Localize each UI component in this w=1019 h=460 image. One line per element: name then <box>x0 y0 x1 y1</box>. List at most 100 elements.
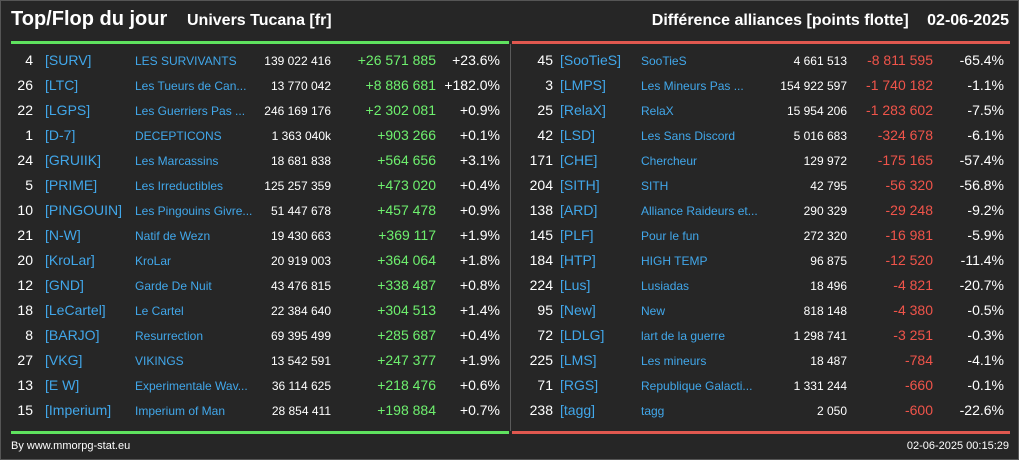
alliance-tag-link[interactable]: [LeCartel] <box>45 302 106 318</box>
alliance-name-link[interactable]: Les Pingouins Givre... <box>135 204 253 218</box>
alliance-name-link[interactable]: Chercheur <box>641 154 698 168</box>
points-cell: 2 050 <box>816 404 847 418</box>
rank-cell: 224 <box>529 277 553 293</box>
alliance-name-link[interactable]: RelaX <box>641 104 674 118</box>
alliance-tag-link[interactable]: [Imperium] <box>45 402 112 418</box>
alliance-tag-link[interactable]: [LMS] <box>560 352 597 368</box>
alliance-tag-link[interactable]: [tagg] <box>560 402 596 418</box>
alliance-tag-link[interactable]: [RelaX] <box>560 102 606 118</box>
alliance-tag-link[interactable]: [LDLG] <box>560 327 605 343</box>
points-cell: 246 169 176 <box>264 104 331 118</box>
diff-cell: +26 571 885 <box>357 52 436 68</box>
alliance-name-link[interactable]: Natif de Wezn <box>135 229 211 243</box>
points-cell: 129 972 <box>803 154 847 168</box>
alliance-name-link[interactable]: LES SURVIVANTS <box>135 54 237 68</box>
alliance-name-link[interactable]: Resurrection <box>135 329 204 343</box>
alliance-tag-link[interactable]: [PRIME] <box>45 177 98 193</box>
points-cell: 36 114 625 <box>271 379 331 393</box>
alliance-name-link[interactable]: Republique Galacti... <box>641 379 753 393</box>
rank-cell: 171 <box>529 152 553 168</box>
alliance-tag-link[interactable]: [Lus] <box>560 277 591 293</box>
alliance-tag-link[interactable]: [SITH] <box>560 177 600 193</box>
alliance-tag-link[interactable]: [ARD] <box>560 202 598 218</box>
percent-cell: +1.4% <box>459 302 500 318</box>
top-accent-line <box>11 41 509 44</box>
alliance-name-link[interactable]: DECEPTICONS <box>135 129 222 143</box>
flop-row: 71 [RGS] Republique Galacti... 1 331 244 -66… <box>511 374 1018 399</box>
rank-cell: 22 <box>17 102 33 118</box>
alliance-tag-link[interactable]: [LTC] <box>45 77 79 93</box>
rank-cell: 10 <box>17 202 33 218</box>
rank-cell: 95 <box>537 302 553 318</box>
alliance-tag-link[interactable]: [LMPS] <box>560 77 606 93</box>
alliance-name-link[interactable]: Les Guerriers Pas ... <box>135 104 246 118</box>
alliance-name-link[interactable]: Alliance Raideurs et... <box>641 204 758 218</box>
diff-cell: +8 886 681 <box>365 77 436 93</box>
diff-cell: -29 248 <box>885 202 933 218</box>
alliance-tag-link[interactable]: [New] <box>560 302 596 318</box>
flop-row: 171 [CHE] Chercheur 129 972 -175 165 -57.4% <box>511 149 1018 174</box>
diff-cell: -1 740 182 <box>866 77 933 93</box>
flop-list: 45 [SooTieS] SooTieS 4 661 513 -8 811 595 -65… <box>511 49 1018 424</box>
top-row: 21 [N-W] Natif de Wezn 19 430 663 +369 117 +1… <box>1 224 510 249</box>
alliance-tag-link[interactable]: [N-W] <box>45 227 81 243</box>
alliance-tag-link[interactable]: [CHE] <box>560 152 598 168</box>
alliance-name-link[interactable]: Garde De Nuit <box>135 279 212 293</box>
alliance-tag-link[interactable]: [SooTieS] <box>560 52 621 68</box>
alliance-tag-link[interactable]: [LGPS] <box>45 102 91 118</box>
alliance-tag-link[interactable]: [RGS] <box>560 377 599 393</box>
rank-cell: 238 <box>529 402 553 418</box>
percent-cell: +0.7% <box>459 402 500 418</box>
points-cell: 5 016 683 <box>793 129 847 143</box>
top-row: 15 [Imperium] Imperium of Man 28 854 411 +19… <box>1 399 510 424</box>
diff-cell: -660 <box>904 377 933 393</box>
alliance-tag-link[interactable]: [E W] <box>45 377 80 393</box>
alliance-name-link[interactable]: Imperium of Man <box>135 404 226 418</box>
flop-row: 25 [RelaX] RelaX 15 954 206 -1 283 602 -7.5% <box>511 99 1018 124</box>
alliance-name-link[interactable]: SooTieS <box>641 54 687 68</box>
alliance-name-link[interactable]: VIKINGS <box>135 354 184 368</box>
percent-cell: -22.6% <box>959 402 1004 418</box>
alliance-name-link[interactable]: tagg <box>641 404 665 418</box>
alliance-name-link[interactable]: SITH <box>641 179 669 193</box>
diff-cell: +903 266 <box>377 127 436 143</box>
alliance-name-link[interactable]: Lusiadas <box>641 279 690 293</box>
points-cell: 18 496 <box>810 279 847 293</box>
points-cell: 13 770 042 <box>270 79 331 93</box>
alliance-name-link[interactable]: Les Sans Discord <box>641 129 736 143</box>
alliance-name-link[interactable]: Les Irreductibles <box>135 179 224 193</box>
alliance-tag-link[interactable]: [PINGOUIN] <box>45 202 123 218</box>
alliance-tag-link[interactable]: [HTP] <box>560 252 596 268</box>
rank-cell: 4 <box>25 52 33 68</box>
alliance-name-link[interactable]: Pour le fun <box>641 229 700 243</box>
top-list: 4 [SURV] LES SURVIVANTS 139 022 416 +26 571 … <box>1 49 510 424</box>
flop-row: 45 [SooTieS] SooTieS 4 661 513 -8 811 595 -65… <box>511 49 1018 74</box>
rank-cell: 72 <box>537 327 553 343</box>
alliance-name-link[interactable]: Experimentale Wav... <box>135 379 248 393</box>
alliance-name-link[interactable]: Les mineurs <box>641 354 707 368</box>
alliance-tag-link[interactable]: [VKG] <box>45 352 83 368</box>
alliance-tag-link[interactable]: [PLF] <box>560 227 594 243</box>
alliance-name-link[interactable]: Les Mineurs Pas ... <box>641 79 744 93</box>
points-cell: 69 395 499 <box>270 329 331 343</box>
alliance-name-link[interactable]: HIGH TEMP <box>641 254 708 268</box>
diff-cell: +218 476 <box>377 377 436 393</box>
date-label: 02-06-2025 <box>927 12 1009 29</box>
alliance-tag-link[interactable]: [GND] <box>45 277 84 293</box>
diff-cell: -3 251 <box>893 327 933 343</box>
alliance-tag-link[interactable]: [GRUIIK] <box>45 152 102 168</box>
points-cell: 42 795 <box>810 179 847 193</box>
alliance-tag-link[interactable]: [SURV] <box>45 52 92 68</box>
alliance-name-link[interactable]: KroLar <box>135 254 172 268</box>
alliance-name-link[interactable]: Les Tueurs de Can... <box>135 79 247 93</box>
flop-accent-line <box>512 41 1010 44</box>
alliance-tag-link[interactable]: [LSD] <box>560 127 596 143</box>
percent-cell: +23.6% <box>452 52 500 68</box>
alliance-tag-link[interactable]: [BARJO] <box>45 327 100 343</box>
alliance-tag-link[interactable]: [D-7] <box>45 127 76 143</box>
alliance-name-link[interactable]: Le Cartel <box>135 304 184 318</box>
alliance-name-link[interactable]: lart de la guerre <box>641 329 726 343</box>
alliance-name-link[interactable]: Les Marcassins <box>135 154 219 168</box>
alliance-tag-link[interactable]: [KroLar] <box>45 252 95 268</box>
alliance-name-link[interactable]: New <box>641 304 666 318</box>
